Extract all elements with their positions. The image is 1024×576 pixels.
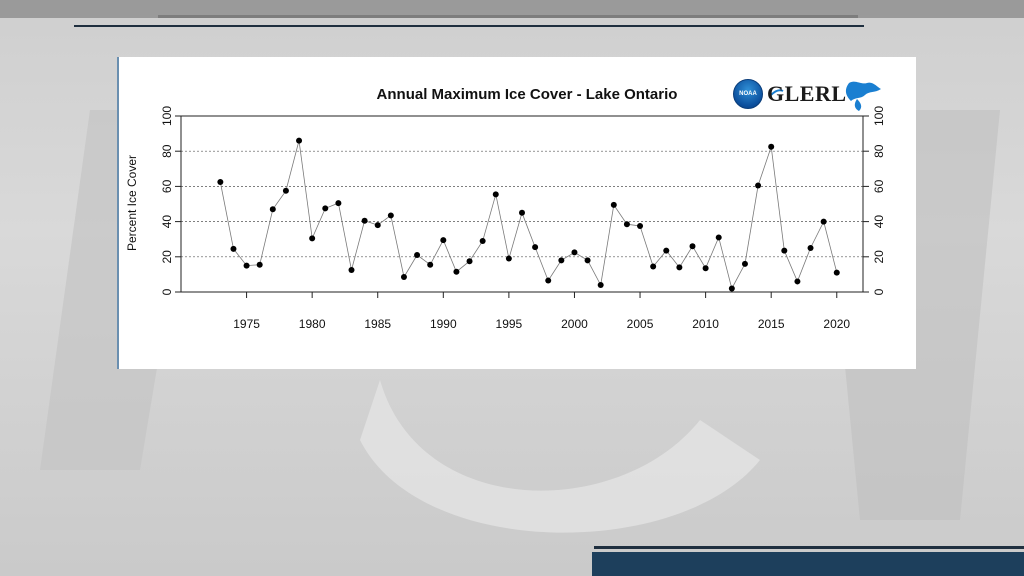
background-dark-line — [74, 25, 864, 27]
data-point — [781, 247, 788, 254]
y-tick-label-right: 20 — [872, 250, 886, 264]
y-tick-label-left: 20 — [160, 250, 174, 264]
y-tick-label-right: 40 — [872, 215, 886, 229]
data-point — [243, 262, 250, 269]
data-point — [492, 191, 499, 198]
data-point — [309, 235, 316, 242]
data-point — [833, 269, 840, 276]
y-tick-label-left: 40 — [160, 215, 174, 229]
x-tick-label: 2015 — [758, 317, 785, 331]
data-point — [755, 182, 762, 189]
x-tick-label: 2005 — [627, 317, 654, 331]
data-point — [322, 205, 329, 212]
data-point — [519, 209, 525, 216]
data-point — [584, 257, 591, 264]
series-line — [219, 140, 838, 290]
y-tick-label-left: 0 — [160, 288, 174, 295]
data-point — [217, 179, 224, 185]
data-point — [282, 187, 289, 194]
chart-panel: Annual Maximum Ice Cover - Lake Ontario … — [117, 57, 916, 369]
data-point — [689, 243, 696, 250]
data-point — [230, 245, 237, 252]
data-point — [479, 237, 486, 244]
data-point — [335, 200, 342, 207]
data-point — [676, 264, 683, 271]
glerl-logo: NOAA GLERL — [733, 77, 883, 113]
data-point — [466, 258, 473, 265]
background-accent-line — [158, 15, 858, 18]
data-point — [741, 260, 748, 267]
data-point — [597, 281, 604, 288]
data-point — [715, 234, 722, 241]
plot-frame — [180, 115, 864, 293]
x-tick-label: 1975 — [233, 317, 260, 331]
data-point — [374, 222, 381, 229]
data-point — [440, 237, 447, 244]
y-axis-label: Percent Ice Cover — [125, 155, 139, 251]
data-point — [505, 255, 512, 262]
y-tick-label-left: 100 — [160, 106, 174, 126]
background-bottom-block — [592, 552, 1024, 576]
x-tick-label: 1995 — [496, 317, 523, 331]
data-point — [702, 265, 709, 272]
data-point — [427, 261, 434, 268]
data-point — [269, 206, 276, 213]
data-point — [768, 143, 775, 150]
data-point — [794, 278, 801, 285]
y-tick-label-right: 80 — [872, 144, 886, 158]
noaa-badge-icon: NOAA — [733, 79, 763, 109]
data-point — [387, 212, 394, 219]
data-point — [663, 247, 670, 254]
x-tick-label: 2000 — [561, 317, 588, 331]
data-point — [728, 285, 735, 292]
data-point — [610, 201, 617, 208]
data-point — [558, 257, 565, 264]
great-lakes-icon — [770, 81, 881, 111]
background-top-stripe — [0, 0, 1024, 18]
data-point — [453, 268, 460, 275]
y-tick-label-left: 60 — [160, 179, 174, 193]
data-point — [414, 252, 421, 259]
data-point — [361, 217, 368, 224]
data-point — [820, 218, 827, 225]
data-point — [807, 245, 814, 251]
y-tick-label-right: 100 — [872, 106, 886, 126]
x-tick-label: 2020 — [823, 317, 850, 331]
data-point — [637, 223, 644, 229]
y-tick-label-left: 80 — [160, 144, 174, 158]
data-point — [296, 137, 303, 144]
x-tick-label: 1985 — [364, 317, 391, 331]
data-point — [623, 221, 630, 228]
chart-title: Annual Maximum Ice Cover - Lake Ontario — [377, 86, 678, 103]
data-point — [256, 261, 263, 268]
data-point — [571, 249, 578, 256]
data-point — [545, 277, 552, 284]
y-tick-label-right: 60 — [872, 179, 886, 193]
background-bottom-line — [594, 546, 1024, 549]
x-tick-label: 1990 — [430, 317, 457, 331]
y-tick-label-right: 0 — [872, 288, 886, 295]
x-tick-label: 2010 — [692, 317, 719, 331]
x-tick-label: 1980 — [299, 317, 326, 331]
ice-cover-chart: Annual Maximum Ice Cover - Lake Ontario … — [125, 86, 886, 331]
glerl-wordmark: GLERL — [767, 81, 847, 106]
data-point — [348, 267, 355, 273]
data-point — [400, 274, 407, 281]
data-point — [532, 244, 539, 251]
data-point — [650, 263, 657, 270]
